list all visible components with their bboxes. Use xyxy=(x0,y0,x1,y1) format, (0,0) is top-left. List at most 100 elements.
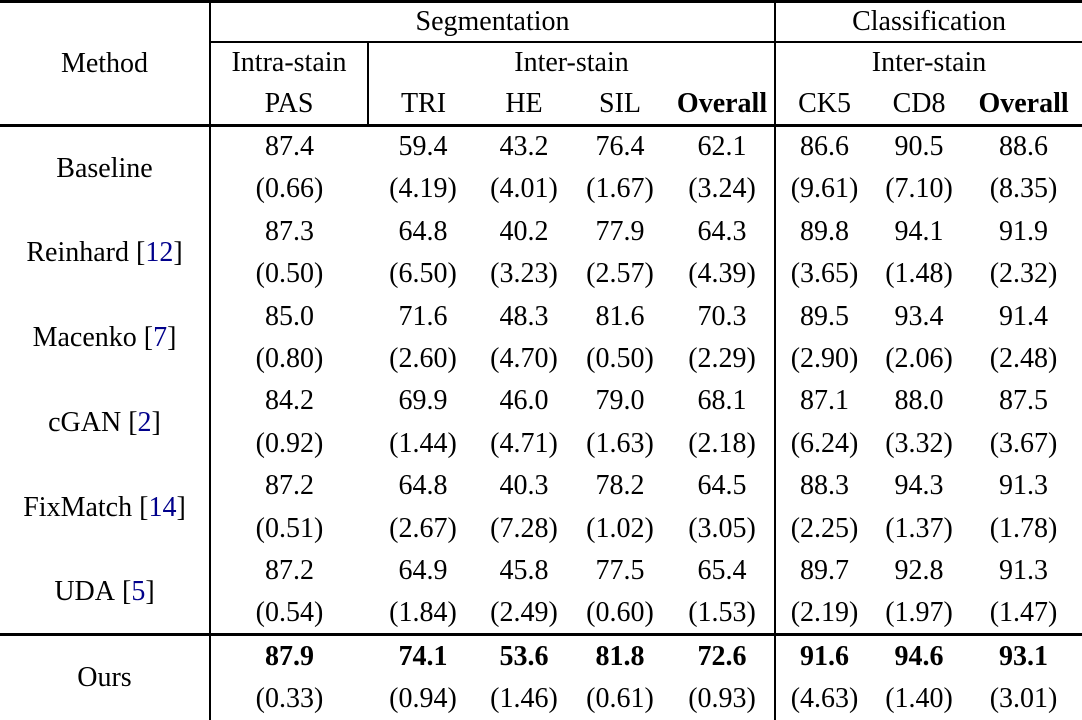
column-header-cd8: CD8 xyxy=(873,83,966,127)
method-label: FixMatch xyxy=(23,491,133,523)
value-cell: 81.6 xyxy=(595,300,645,332)
value-cell: 40.2 xyxy=(499,215,549,247)
std-cell: (1.63) xyxy=(586,427,654,459)
std-cell: (1.67) xyxy=(586,173,654,205)
std-cell: (0.51) xyxy=(255,512,324,544)
value-cell: 81.8 xyxy=(570,633,670,678)
value-cell: 77.9 xyxy=(595,215,645,247)
citation-ref[interactable]: [14] xyxy=(139,491,186,523)
citation-ref[interactable]: [7] xyxy=(143,321,177,353)
value-cell: 87.1 xyxy=(774,380,874,423)
value-cell: 87.4 xyxy=(265,131,314,163)
std-cell: (1.40) xyxy=(885,682,953,714)
std-cell: (6.24) xyxy=(774,422,874,466)
std-cell: (4.19) xyxy=(389,173,457,205)
method-cell: Macenko [7] xyxy=(0,295,211,381)
value-cell: 64.8 xyxy=(398,215,448,247)
method-cell: UDA [5] xyxy=(0,550,211,635)
std-cell: (0.80) xyxy=(255,342,324,374)
std-cell: (4.63) xyxy=(774,677,874,720)
value-cell: 88.6 xyxy=(999,131,1049,163)
std-cell: (4.39) xyxy=(688,258,756,290)
value-cell: 64.9 xyxy=(398,555,448,587)
value-cell: 91.6 xyxy=(774,633,874,678)
std-cell: (2.06) xyxy=(885,342,953,374)
citation-ref[interactable]: [2] xyxy=(128,406,161,438)
value-cell: 93.4 xyxy=(894,300,944,332)
header-classification: Classification xyxy=(774,0,1082,43)
method-label: UDA xyxy=(54,575,115,607)
value-cell: 87.2 xyxy=(265,555,314,587)
std-cell: (1.37) xyxy=(885,512,953,544)
std-cell: (0.54) xyxy=(255,596,324,628)
column-header-tri: TRI xyxy=(368,83,478,127)
value-cell: 65.4 xyxy=(697,555,747,587)
column-header-ck5: CK5 xyxy=(774,83,874,127)
column-header-sil: SIL xyxy=(570,83,670,127)
method-cell: Baseline xyxy=(0,125,211,211)
std-cell: (1.84) xyxy=(389,596,457,628)
std-cell: (0.50) xyxy=(255,258,324,290)
std-cell: (2.32) xyxy=(989,258,1058,290)
citation-ref[interactable]: [5] xyxy=(122,575,155,607)
value-cell: 86.6 xyxy=(774,125,874,168)
method-cell: FixMatch [14] xyxy=(0,465,211,551)
std-cell: (3.32) xyxy=(885,427,953,459)
value-cell: 76.4 xyxy=(595,131,645,163)
std-cell: (8.35) xyxy=(989,173,1058,205)
value-cell: 71.6 xyxy=(398,300,448,332)
value-cell: 88.3 xyxy=(774,465,874,508)
value-cell: 77.5 xyxy=(595,555,645,587)
value-cell: 87.9 xyxy=(210,633,368,678)
std-cell: (3.01) xyxy=(989,682,1058,714)
citation-ref[interactable]: [12] xyxy=(135,236,183,268)
std-cell: (1.44) xyxy=(389,427,457,459)
std-cell: (1.46) xyxy=(490,682,558,714)
std-cell: (1.02) xyxy=(586,512,654,544)
header-inter-stain-classification: Inter-stain xyxy=(774,41,1082,84)
value-cell: 89.7 xyxy=(774,550,874,593)
method-cell: Ours xyxy=(0,633,211,720)
std-cell: (2.90) xyxy=(774,337,874,381)
method-cell: Reinhard [12] xyxy=(0,210,211,296)
std-cell: (2.67) xyxy=(389,512,457,544)
value-cell: 68.1 xyxy=(697,385,747,417)
std-cell: (1.97) xyxy=(885,596,953,628)
std-cell: (2.60) xyxy=(389,342,457,374)
value-cell: 91.3 xyxy=(999,555,1049,587)
method-label: Ours xyxy=(77,662,132,694)
method-label: cGAN xyxy=(48,406,122,438)
std-cell: (0.60) xyxy=(586,596,654,628)
std-cell: (0.92) xyxy=(255,427,324,459)
column-header-pas: PAS xyxy=(210,83,369,127)
std-cell: (2.18) xyxy=(688,427,756,459)
value-cell: 90.5 xyxy=(894,131,944,163)
std-cell: (1.48) xyxy=(885,258,953,290)
column-header-he: HE xyxy=(478,83,570,127)
std-cell: (3.24) xyxy=(688,173,756,205)
std-cell: (0.66) xyxy=(255,173,324,205)
std-cell: (0.50) xyxy=(586,342,654,374)
value-cell: 64.5 xyxy=(697,470,747,502)
value-cell: 91.3 xyxy=(999,470,1049,502)
method-cell: cGAN [2] xyxy=(0,380,211,466)
std-cell: (2.19) xyxy=(774,592,874,635)
header-intra-stain: Intra-stain xyxy=(210,41,369,84)
std-cell: (0.33) xyxy=(255,682,324,714)
value-cell: 93.1 xyxy=(965,633,1082,678)
value-cell: 87.2 xyxy=(265,470,314,502)
value-cell: 94.6 xyxy=(873,633,966,678)
value-cell: 79.0 xyxy=(595,385,645,417)
std-cell: (0.61) xyxy=(586,682,654,714)
value-cell: 45.8 xyxy=(499,555,549,587)
value-cell: 91.4 xyxy=(999,300,1049,332)
value-cell: 87.5 xyxy=(999,385,1049,417)
value-cell: 89.8 xyxy=(774,210,874,253)
value-cell: 43.2 xyxy=(499,131,549,163)
std-cell: (7.28) xyxy=(490,512,558,544)
value-cell: 78.2 xyxy=(595,470,645,502)
method-label: Baseline xyxy=(56,152,153,184)
value-cell: 59.4 xyxy=(398,131,448,163)
